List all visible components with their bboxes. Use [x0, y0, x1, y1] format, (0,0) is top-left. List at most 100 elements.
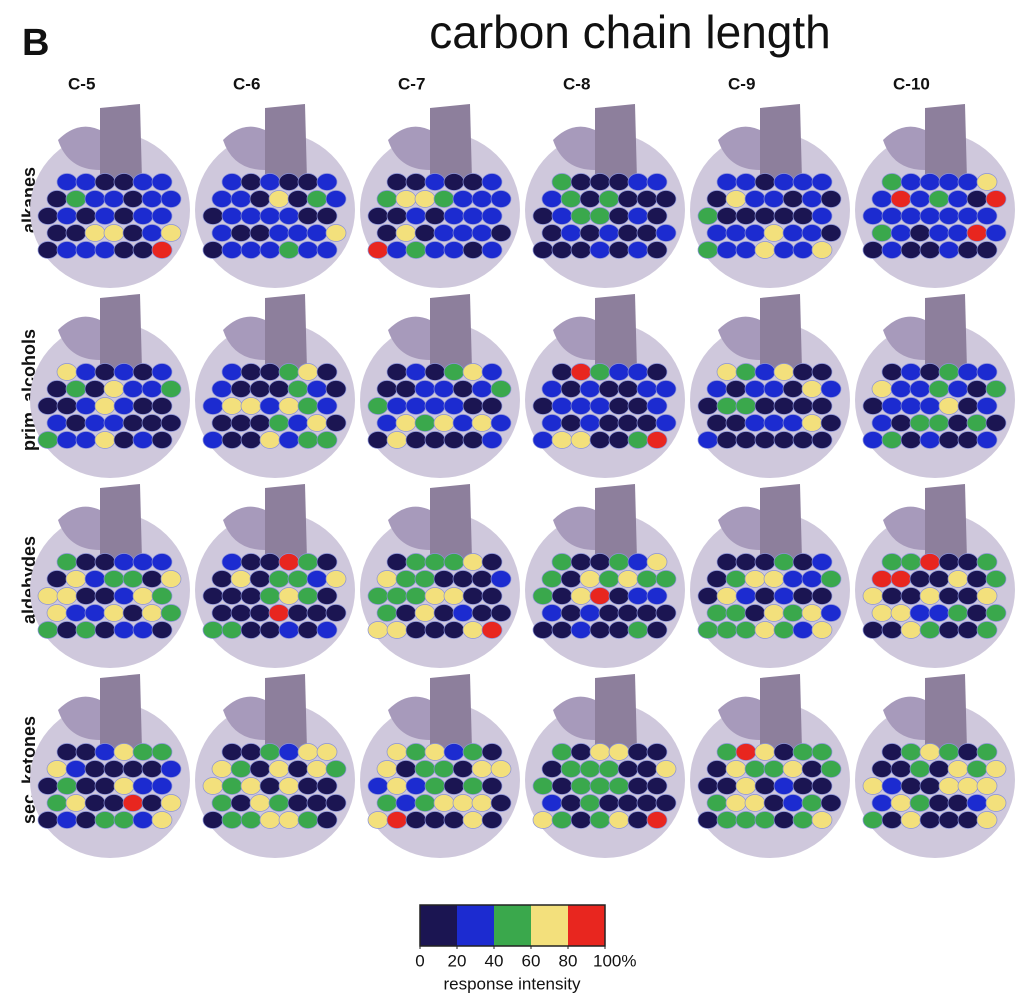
- glomerulus: [160, 190, 182, 208]
- glomerulus: [947, 224, 969, 242]
- glomerulus: [462, 621, 484, 639]
- glomerulus: [938, 621, 960, 639]
- glomerulus: [773, 241, 795, 259]
- glomerulus: [297, 207, 319, 225]
- glomerulus: [862, 621, 884, 639]
- glomerulus: [259, 173, 281, 191]
- glomerulus: [909, 414, 931, 432]
- glomerulus: [938, 431, 960, 449]
- glomerulus: [820, 794, 842, 812]
- glomerulus: [735, 621, 757, 639]
- glomerulus: [249, 760, 271, 778]
- glomerulus: [617, 190, 639, 208]
- glomerulus: [443, 587, 465, 605]
- glomerulus: [268, 794, 290, 812]
- glomerulus: [560, 224, 582, 242]
- glomerulus: [462, 397, 484, 415]
- glomerulus: [56, 173, 78, 191]
- glomerulus: [132, 431, 154, 449]
- glomerulus: [773, 587, 795, 605]
- glomerulus: [589, 397, 611, 415]
- glomerular-map: [690, 484, 850, 668]
- colorbar-tick-label: 40: [485, 951, 504, 970]
- glomerulus: [763, 570, 785, 588]
- glomerulus: [782, 794, 804, 812]
- glomerulus: [94, 553, 116, 571]
- glomerulus: [211, 570, 233, 588]
- glomerulus: [792, 553, 814, 571]
- glomerulus: [890, 380, 912, 398]
- glomerulus: [560, 760, 582, 778]
- glomerulus: [405, 743, 427, 761]
- glomerulus: [462, 743, 484, 761]
- glomerulus: [655, 380, 677, 398]
- glomerulus: [481, 811, 503, 829]
- glomerulus: [627, 397, 649, 415]
- glomerulus: [725, 760, 747, 778]
- glomerulus: [646, 811, 668, 829]
- glomerulus: [900, 553, 922, 571]
- map-lobe: [553, 696, 595, 740]
- glomerulus: [386, 173, 408, 191]
- map-stem: [430, 104, 472, 182]
- glomerulus: [160, 794, 182, 812]
- glomerulus: [532, 241, 554, 259]
- glomerulus: [376, 190, 398, 208]
- glomerulus: [240, 431, 262, 449]
- panel-label: B: [22, 22, 49, 64]
- glomerulus: [325, 570, 347, 588]
- glomerulus: [287, 794, 309, 812]
- glomerulus: [94, 431, 116, 449]
- glomerulus: [424, 777, 446, 795]
- glomerulus: [386, 777, 408, 795]
- glomerulus: [481, 777, 503, 795]
- glomerulus: [452, 794, 474, 812]
- glomerulus: [56, 743, 78, 761]
- glomerulus: [608, 431, 630, 449]
- glomerulus: [706, 794, 728, 812]
- glomerulus: [744, 604, 766, 622]
- glomerulus: [376, 224, 398, 242]
- glomerulus: [811, 587, 833, 605]
- glomerulus: [598, 380, 620, 398]
- glomerulus: [481, 241, 503, 259]
- glomerulus: [551, 811, 573, 829]
- glomerulus: [471, 604, 493, 622]
- glomerulus: [811, 397, 833, 415]
- glomerulus: [462, 811, 484, 829]
- glomerulus: [697, 431, 719, 449]
- glomerulus: [627, 811, 649, 829]
- glomerular-map: [195, 484, 355, 668]
- glomerulus: [627, 587, 649, 605]
- glomerulus: [75, 587, 97, 605]
- glomerulus: [414, 224, 436, 242]
- glomerulus: [94, 173, 116, 191]
- glomerulus: [871, 190, 893, 208]
- glomerulus: [763, 190, 785, 208]
- glomerulus: [560, 794, 582, 812]
- glomerulus: [386, 553, 408, 571]
- glomerulus: [202, 811, 224, 829]
- glomerulus: [551, 587, 573, 605]
- glomerulus: [414, 794, 436, 812]
- glomerulus: [46, 414, 68, 432]
- glomerulus: [871, 760, 893, 778]
- glomerulus: [471, 794, 493, 812]
- glomerulus: [636, 190, 658, 208]
- glomerulus: [405, 777, 427, 795]
- glomerulus: [773, 431, 795, 449]
- glomerulus: [792, 207, 814, 225]
- map-lobe: [883, 126, 925, 170]
- glomerulus: [141, 760, 163, 778]
- glomerulus: [424, 363, 446, 381]
- glomerulus: [579, 760, 601, 778]
- glomerulus: [405, 621, 427, 639]
- glomerulus: [627, 363, 649, 381]
- map-lobe: [58, 126, 100, 170]
- glomerulus: [735, 777, 757, 795]
- glomerulus: [490, 190, 512, 208]
- glomerulus: [202, 777, 224, 795]
- glomerulus: [541, 760, 563, 778]
- glomerulus: [754, 621, 776, 639]
- glomerulus: [297, 743, 319, 761]
